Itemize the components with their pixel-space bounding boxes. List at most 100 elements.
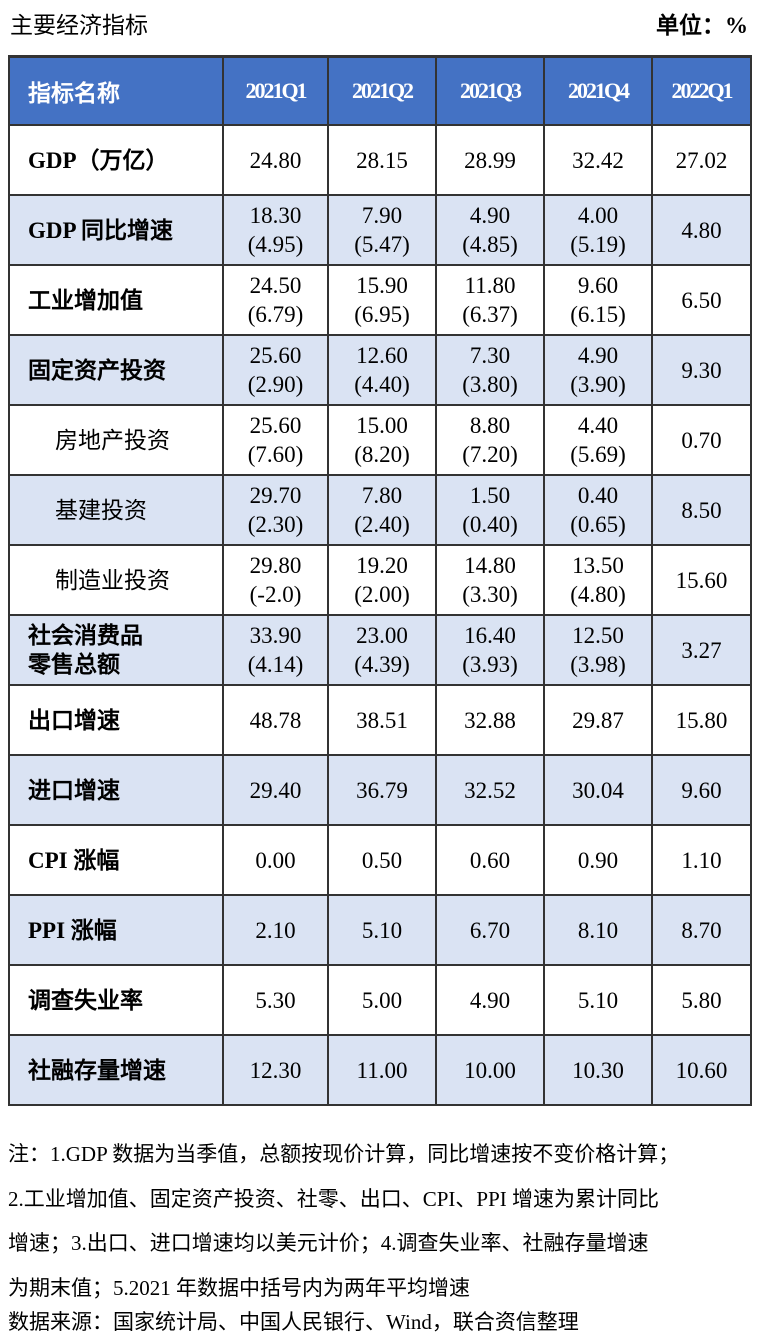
value: 38.51 — [356, 707, 408, 733]
column-header-period: 2021Q2 — [327, 56, 437, 125]
value-cell: 6.70 — [435, 895, 545, 965]
value: 29.40 — [249, 777, 302, 803]
value-cell: 0.50 — [327, 825, 437, 895]
value-cell: 11.80 (6.37) — [435, 265, 545, 335]
two-year-average: (4.40) — [354, 372, 410, 397]
value-cell: 5.00 — [327, 965, 437, 1035]
value: 0.40 — [577, 483, 619, 508]
value-cell: 25.60 (2.90) — [222, 335, 329, 405]
column-header-name: 指标名称 — [8, 56, 224, 125]
indicator-name-text: 调查失业率 — [28, 987, 143, 1013]
value-cell: 12.50 (3.98) — [543, 615, 653, 685]
value: 28.99 — [464, 147, 516, 173]
value: 9.60 — [681, 777, 722, 803]
value: 10.00 — [464, 1057, 516, 1083]
two-year-average: (6.37) — [462, 302, 518, 327]
indicator-name-text: GDP 同比增速 — [28, 217, 174, 243]
value: 5.10 — [577, 987, 619, 1013]
value-cell: 8.70 — [651, 895, 752, 965]
unit-label: 单位：% — [656, 13, 748, 38]
two-year-average: (2.40) — [354, 512, 410, 537]
two-year-average: (5.19) — [570, 232, 626, 257]
indicator-name: GDP（万亿） — [8, 125, 224, 195]
value: 5.10 — [361, 917, 403, 943]
value-cell: 0.60 — [435, 825, 545, 895]
value-cell: 48.78 — [222, 685, 329, 755]
value-cell: 24.50 (6.79) — [222, 265, 329, 335]
table-row: GDP 同比增速 18.30 (4.95) 7.90 (5.47) 4.90 (4.85) 4… — [8, 195, 752, 265]
value: 8.70 — [681, 917, 722, 943]
value-cell: 0.90 — [543, 825, 653, 895]
value-cell: 19.20 (2.00) — [327, 545, 437, 615]
indicator-name: GDP 同比增速 — [8, 195, 224, 265]
value: 25.60 — [249, 413, 302, 438]
value-cell: 9.60 (6.15) — [543, 265, 653, 335]
value-cell: 23.00 (4.39) — [327, 615, 437, 685]
economic-indicators-table: 指标名称 2021Q1 2021Q2 2021Q3 2021Q4 2022Q1 GDP（万… — [8, 55, 752, 1106]
value-cell: 6.50 — [651, 265, 752, 335]
indicator-name: 制造业投资 — [8, 545, 224, 615]
value: 33.90 — [249, 623, 302, 648]
value-cell: 10.00 — [435, 1035, 545, 1105]
value: 6.70 — [469, 917, 511, 943]
value: 15.90 — [356, 273, 408, 298]
value-cell: 8.50 — [651, 475, 752, 545]
two-year-average: (4.95) — [247, 232, 304, 257]
value-cell: 3.27 — [651, 615, 752, 685]
value: 28.15 — [356, 147, 408, 173]
value: 18.30 — [249, 203, 302, 228]
value: 30.04 — [572, 777, 624, 803]
table-row: 固定资产投资 25.60 (2.90) 12.60 (4.40) 7.30 (3.80) 4.… — [8, 335, 752, 405]
column-header-period: 2021Q4 — [543, 56, 653, 125]
two-year-average: (7.20) — [462, 442, 518, 467]
indicator-name-text: 房地产投资 — [55, 427, 170, 453]
note-line: 2.工业增加值、固定资产投资、社零、出口、CPI、PPI 增速为累计同比 — [8, 1186, 660, 1211]
indicator-name: 房地产投资 — [8, 405, 224, 475]
value-cell: 29.80 (-2.0) — [222, 545, 329, 615]
indicator-name-text: 工业增加值 — [28, 287, 143, 313]
value-cell: 4.90 — [435, 965, 545, 1035]
two-year-average: (3.93) — [462, 652, 518, 677]
value: 7.90 — [361, 203, 403, 228]
note-line: 为期末值；5.2021 年数据中括号内为两年平均增速 — [8, 1275, 470, 1300]
two-year-average: (4.39) — [354, 652, 410, 677]
table-row: 房地产投资 25.60 (7.60) 15.00 (8.20) 8.80 (7.20) 4.4… — [8, 405, 752, 475]
value: 14.80 — [464, 553, 516, 578]
value-cell: 15.00 (8.20) — [327, 405, 437, 475]
value: 4.90 — [469, 203, 511, 228]
table-row: 出口增速 48.78 38.51 32.88 29.87 15.80 — [8, 685, 752, 755]
value: 32.88 — [464, 707, 516, 733]
value-cell: 15.60 — [651, 545, 752, 615]
two-year-average: (2.00) — [354, 582, 410, 607]
value-cell: 36.79 — [327, 755, 437, 825]
two-year-average: (3.98) — [570, 652, 626, 677]
value-cell: 25.60 (7.60) — [222, 405, 329, 475]
two-year-average: (4.14) — [247, 652, 304, 677]
value: 10.60 — [675, 1057, 728, 1083]
data-source: 数据来源：国家统计局、中国人民银行、Wind，联合资信整理 — [8, 1310, 579, 1334]
value-cell: 13.50 (4.80) — [543, 545, 653, 615]
indicator-name: 基建投资 — [8, 475, 224, 545]
table-row: 工业增加值 24.50 (6.79) 15.90 (6.95) 11.80 (6.37) 9.… — [8, 265, 752, 335]
value: 6.50 — [681, 287, 722, 313]
indicator-name: 进口增速 — [8, 755, 224, 825]
value-cell: 8.80 (7.20) — [435, 405, 545, 475]
two-year-average: (3.90) — [570, 372, 626, 397]
value: 4.40 — [577, 413, 619, 438]
column-header-period: 2022Q1 — [651, 56, 752, 125]
value-cell: 29.87 — [543, 685, 653, 755]
value-cell: 14.80 (3.30) — [435, 545, 545, 615]
indicator-name-text: 制造业投资 — [55, 567, 170, 593]
value: 16.40 — [464, 623, 516, 648]
value: 32.42 — [572, 147, 624, 173]
value-cell: 24.80 — [222, 125, 329, 195]
value: 8.80 — [469, 413, 511, 438]
two-year-average: (-2.0) — [249, 582, 302, 607]
value-cell: 7.90 (5.47) — [327, 195, 437, 265]
value-cell: 7.30 (3.80) — [435, 335, 545, 405]
two-year-average: (4.85) — [462, 232, 518, 257]
value-cell: 4.90 (4.85) — [435, 195, 545, 265]
value-cell: 1.10 — [651, 825, 752, 895]
two-year-average: (3.30) — [462, 582, 518, 607]
indicator-name-text: GDP（万亿） — [28, 147, 169, 173]
